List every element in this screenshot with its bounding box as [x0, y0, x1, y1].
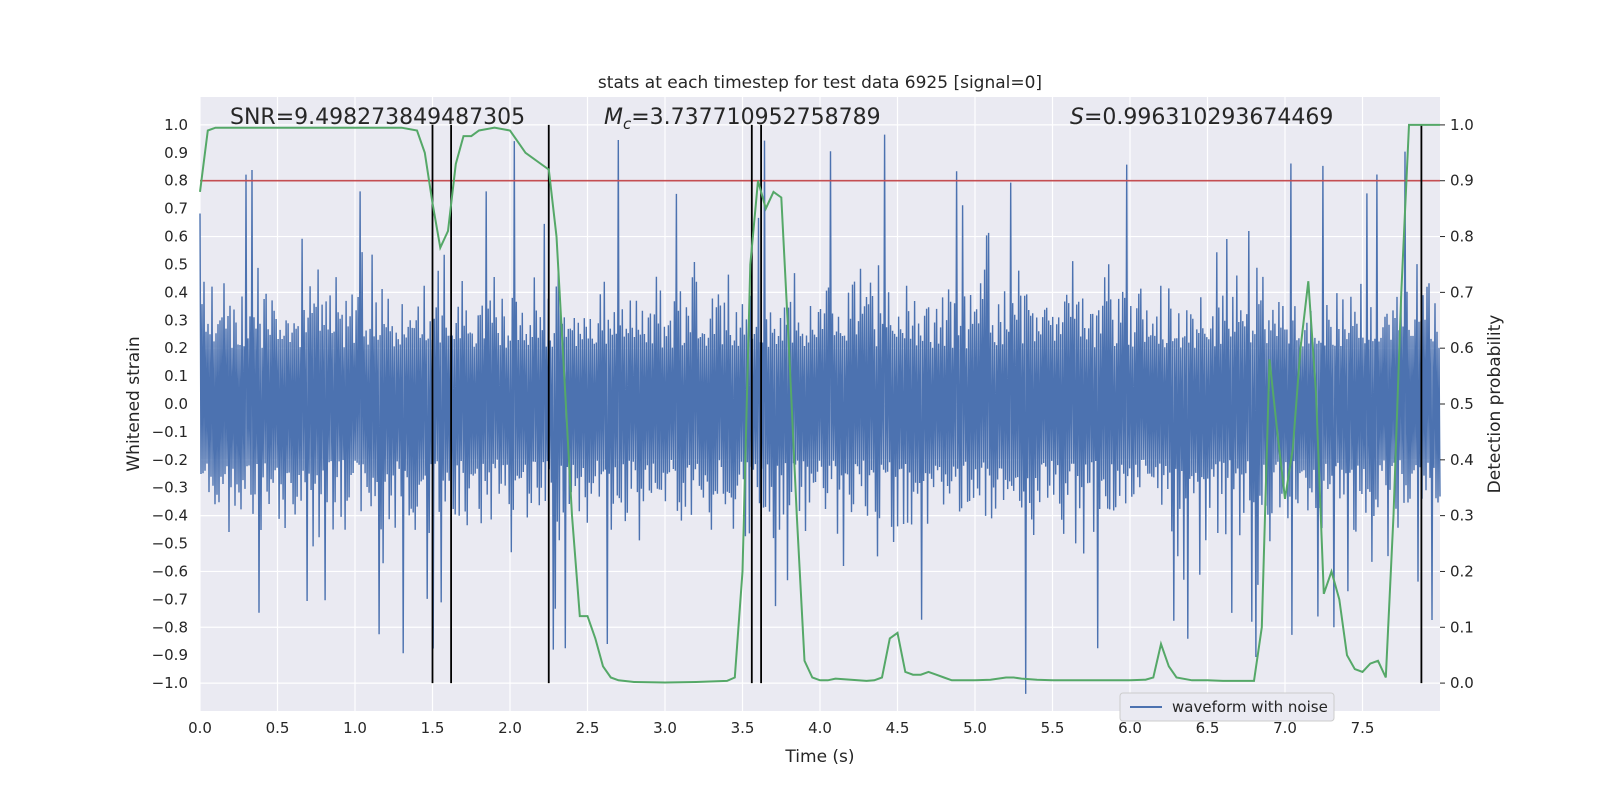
x-tick-label: 2.5	[576, 719, 600, 737]
x-tick-label: 3.0	[653, 719, 677, 737]
s-symbol: S	[1070, 105, 1084, 130]
noise-line	[199, 134, 1441, 694]
y-right-tick-label: 1.0	[1450, 116, 1474, 134]
mc-value: =3.737710952758789	[631, 105, 880, 130]
chart-title: stats at each timestep for test data 692…	[598, 73, 1042, 93]
y-right-tick-label: 0.9	[1450, 172, 1474, 190]
mc-annotation: Mc=3.737710952758789	[604, 105, 881, 133]
y-left-tick-label: 0.0	[164, 395, 188, 413]
y-right-tick-label: 0.3	[1450, 507, 1474, 525]
y-left-tick-label: 1.0	[164, 116, 188, 134]
mc-symbol: M	[604, 105, 623, 130]
y-left-tick-label: −0.8	[152, 618, 188, 636]
y-left-tick-label: −0.4	[152, 507, 188, 525]
y-left-tick-label: 0.5	[164, 255, 188, 273]
y-axis-left-label: Whitened strain	[124, 336, 144, 471]
probability-line	[199, 123, 1440, 684]
y-left-tick-label: −0.7	[152, 590, 188, 608]
y-left-tick-label: 0.7	[164, 200, 188, 218]
x-tick-label: 1.5	[421, 719, 445, 737]
x-tick-label: 2.0	[498, 719, 522, 737]
y-left-tick-label: 0.4	[164, 283, 188, 301]
y-left-tick-label: −0.5	[152, 535, 188, 553]
x-tick-label: 6.5	[1196, 719, 1220, 737]
x-tick-label: 6.0	[1118, 719, 1142, 737]
legend-box	[1119, 692, 1335, 722]
x-tick-label: 4.0	[808, 719, 832, 737]
x-tick-label: 7.0	[1273, 719, 1297, 737]
s-value: =0.996310293674469	[1084, 105, 1333, 130]
x-tick-label: 5.0	[963, 719, 987, 737]
x-tick-label: 1.0	[343, 719, 367, 737]
mc-subscript: c	[623, 115, 632, 133]
y-left-tick-label: 0.3	[164, 311, 188, 329]
legend: waveform with noise	[1119, 692, 1335, 722]
x-tick-label: 0.0	[188, 719, 212, 737]
axes: 0.0 0.5 1.0 1.5 2.0 2.5 3.0 3.5 4.0 4.5 5.0 5.5 6.0 6…	[152, 116, 1474, 737]
x-tick-label: 5.5	[1041, 719, 1065, 737]
snr-annotation: SNR=9.498273849487305	[230, 105, 525, 130]
y-left-tick-label: 0.1	[164, 367, 188, 385]
y-left-tick-label: −0.1	[152, 423, 188, 441]
legend-label: waveform with noise	[1172, 698, 1328, 716]
y-axis-right-label: Detection probability	[1485, 315, 1505, 494]
y-right-tick-label: 0.8	[1450, 228, 1474, 246]
y-right-tick-label: 0.0	[1450, 674, 1474, 692]
y-right-tick-label: 0.2	[1450, 562, 1474, 580]
x-tick-label: 4.5	[886, 719, 910, 737]
y-left-tick-label: −0.3	[152, 479, 188, 497]
x-tick-label: 7.5	[1351, 719, 1375, 737]
y-right-tick-label: 0.4	[1450, 451, 1474, 469]
y-left-tick-label: 0.6	[164, 228, 188, 246]
y-right-tick-label: 0.1	[1450, 618, 1474, 636]
y-left-tick-label: −0.9	[152, 646, 188, 664]
noise-trace	[199, 134, 1441, 694]
y-right-tick-label: 0.7	[1450, 283, 1474, 301]
x-tick-label: 3.5	[731, 719, 755, 737]
y-left-tick-label: −0.6	[152, 562, 188, 580]
overlays	[199, 123, 1440, 684]
x-axis-label: Time (s)	[784, 747, 854, 767]
s-annotation: S=0.996310293674469	[1070, 105, 1333, 130]
y-left-tick-label: 0.9	[164, 144, 188, 162]
y-left-tick-label: 0.8	[164, 172, 188, 190]
y-left-tick-label: 0.2	[164, 339, 188, 357]
y-right-tick-label: 0.5	[1450, 395, 1474, 413]
y-right-tick-label: 0.6	[1450, 339, 1474, 357]
y-left-tick-label: −0.2	[152, 451, 188, 469]
y-left-tick-label: −1.0	[152, 674, 188, 692]
x-tick-label: 0.5	[266, 719, 290, 737]
